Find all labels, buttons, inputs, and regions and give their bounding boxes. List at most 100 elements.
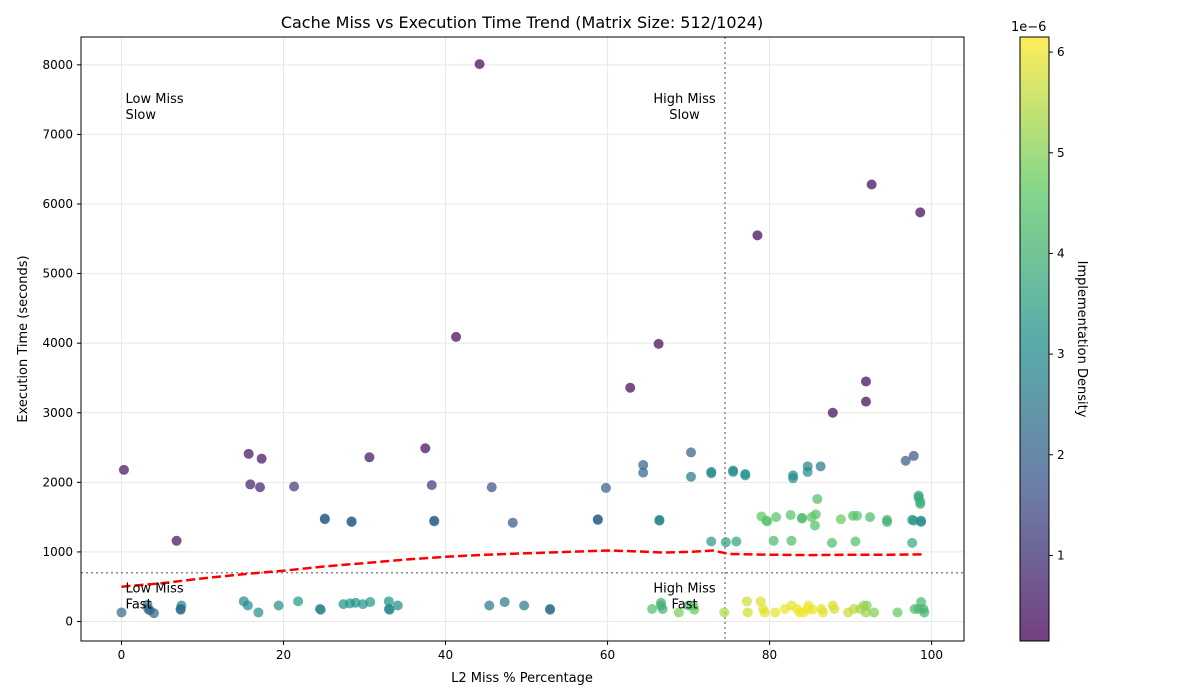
colorbar bbox=[1020, 37, 1049, 641]
data-point bbox=[719, 607, 730, 618]
data-point bbox=[869, 607, 880, 618]
data-point bbox=[755, 596, 766, 607]
data-point bbox=[788, 473, 799, 484]
data-point bbox=[346, 516, 357, 527]
data-point bbox=[685, 471, 696, 482]
y-tick-label: 8000 bbox=[42, 58, 73, 72]
plot-frame bbox=[80, 36, 965, 642]
data-point bbox=[807, 604, 818, 615]
y-tick-label: 3000 bbox=[42, 406, 73, 420]
data-point bbox=[118, 464, 129, 475]
data-point bbox=[171, 535, 182, 546]
data-point bbox=[474, 59, 485, 70]
data-point bbox=[812, 494, 823, 505]
data-point bbox=[916, 517, 927, 528]
data-point bbox=[706, 468, 717, 479]
data-point bbox=[116, 607, 127, 618]
data-point bbox=[638, 459, 649, 470]
data-point bbox=[384, 604, 395, 615]
data-point bbox=[720, 537, 731, 548]
quadrant-label: High Miss Slow bbox=[653, 92, 716, 123]
colorbar-exponent: 1e−6 bbox=[1011, 20, 1046, 35]
colorbar-tick-label: 6 bbox=[1057, 45, 1065, 59]
y-axis-ticks: 0 1000 2000 3000 4000 5000 6000 7000 8000 bbox=[42, 58, 81, 629]
colorbar-tick-label: 3 bbox=[1057, 347, 1065, 361]
data-point bbox=[319, 513, 330, 524]
data-point bbox=[860, 376, 871, 387]
quadrant-label: Low Miss Fast bbox=[126, 581, 184, 612]
data-point bbox=[256, 453, 267, 464]
data-point bbox=[762, 516, 773, 527]
data-point bbox=[860, 396, 871, 407]
data-point bbox=[654, 515, 665, 526]
data-point bbox=[785, 510, 796, 521]
x-tick-label: 100 bbox=[920, 648, 943, 662]
data-point bbox=[809, 520, 820, 531]
chart-title: Cache Miss vs Execution Time Trend (Matr… bbox=[281, 13, 763, 32]
data-point bbox=[499, 597, 510, 608]
y-tick-label: 4000 bbox=[42, 336, 73, 350]
data-point bbox=[673, 607, 684, 618]
colorbar-tick-label: 5 bbox=[1057, 146, 1065, 160]
colorbar-tick-label: 2 bbox=[1057, 448, 1065, 462]
data-point bbox=[242, 600, 253, 611]
data-point bbox=[915, 498, 926, 509]
data-point bbox=[451, 331, 462, 342]
data-point bbox=[364, 452, 375, 463]
x-axis-ticks: 0 20 40 60 80 100 bbox=[118, 641, 943, 662]
data-point bbox=[866, 179, 877, 190]
data-point bbox=[600, 482, 611, 493]
data-point bbox=[728, 466, 739, 477]
data-point bbox=[545, 604, 556, 615]
data-point bbox=[426, 480, 437, 491]
threshold-lines bbox=[81, 37, 964, 641]
y-tick-label: 0 bbox=[65, 615, 73, 629]
data-point bbox=[245, 479, 256, 490]
x-tick-label: 20 bbox=[276, 648, 291, 662]
y-tick-label: 6000 bbox=[42, 197, 73, 211]
y-tick-label: 7000 bbox=[42, 127, 73, 141]
data-point bbox=[255, 482, 266, 493]
data-point bbox=[731, 536, 742, 547]
data-point bbox=[815, 461, 826, 472]
data-point bbox=[802, 466, 813, 477]
data-point bbox=[742, 607, 753, 618]
x-tick-label: 60 bbox=[600, 648, 615, 662]
data-point bbox=[835, 514, 846, 525]
data-point bbox=[685, 447, 696, 458]
data-point bbox=[919, 607, 930, 618]
data-point bbox=[900, 455, 911, 466]
data-point bbox=[484, 600, 495, 611]
data-point bbox=[638, 467, 649, 478]
data-point bbox=[429, 515, 440, 526]
data-point bbox=[273, 600, 284, 611]
x-axis-label: L2 Miss % Percentage bbox=[451, 671, 593, 686]
data-point bbox=[829, 603, 840, 614]
data-point bbox=[486, 482, 497, 493]
data-point bbox=[315, 604, 326, 615]
data-point bbox=[289, 481, 300, 492]
data-point bbox=[647, 603, 658, 614]
data-point bbox=[253, 607, 264, 618]
trend-line bbox=[121, 549, 924, 588]
data-point bbox=[653, 338, 664, 349]
data-point bbox=[768, 535, 779, 546]
x-tick-label: 80 bbox=[762, 648, 777, 662]
data-point bbox=[657, 603, 668, 614]
data-point bbox=[908, 450, 919, 461]
data-point bbox=[771, 512, 782, 523]
data-point bbox=[852, 510, 863, 521]
data-point bbox=[519, 600, 530, 611]
data-point bbox=[907, 537, 918, 548]
data-point bbox=[759, 607, 770, 618]
data-point bbox=[175, 604, 186, 615]
data-point bbox=[861, 600, 872, 611]
data-point bbox=[810, 509, 821, 520]
data-point bbox=[796, 513, 807, 524]
data-point bbox=[148, 608, 159, 619]
data-point bbox=[689, 604, 700, 615]
x-tick-label: 40 bbox=[438, 648, 453, 662]
data-point bbox=[818, 607, 829, 618]
y-tick-label: 5000 bbox=[42, 267, 73, 281]
